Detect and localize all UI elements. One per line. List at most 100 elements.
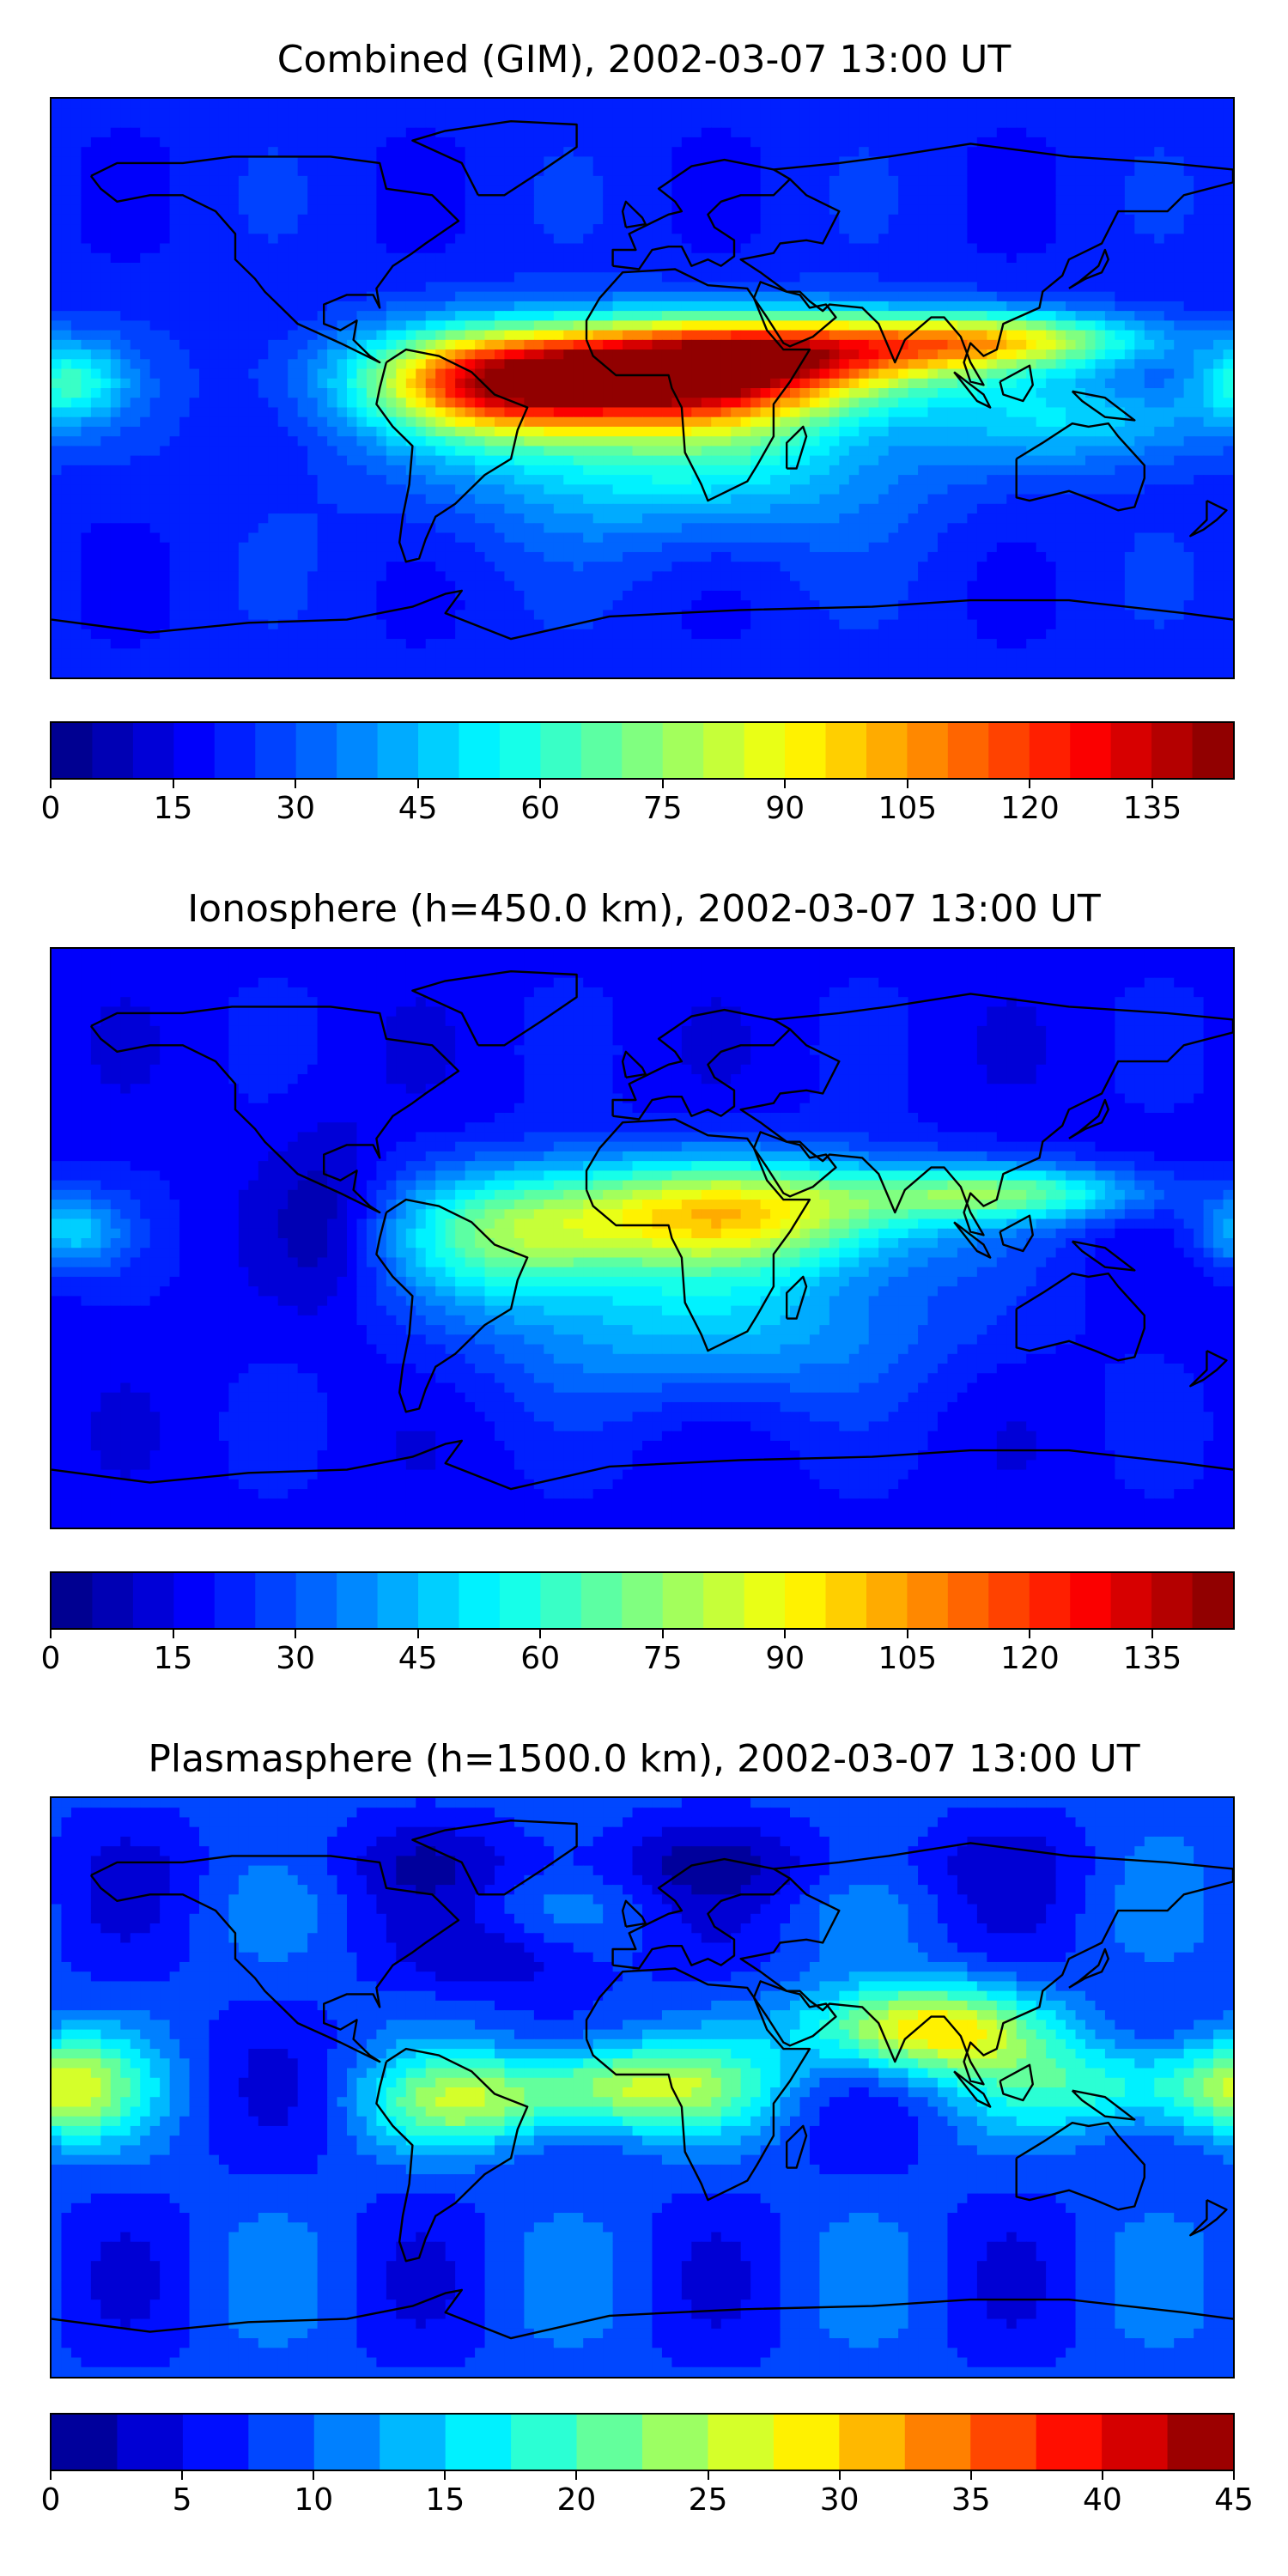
map-canvas <box>52 99 1233 677</box>
colorbar-tick-label: 10 <box>294 2485 333 2516</box>
coastline <box>739 993 1233 1236</box>
colorbar-swatch <box>970 2415 1037 2470</box>
coastline <box>1068 248 1110 289</box>
colorbar-swatch <box>337 1573 379 1628</box>
colorbar-tick <box>1151 1628 1153 1638</box>
coastlines <box>52 970 1233 1491</box>
coastline <box>953 371 992 409</box>
coastline <box>411 970 578 1047</box>
colorbar-swatch <box>622 723 664 778</box>
map-canvas <box>52 1798 1233 2377</box>
colorbar-swatch <box>744 723 786 778</box>
colorbar-swatch <box>255 723 297 778</box>
colorbar-swatch <box>947 723 989 778</box>
colorbar-swatches <box>52 1573 1233 1628</box>
colorbar-tick-label: 45 <box>1214 2485 1254 2516</box>
colorbar-swatch <box>182 2415 249 2470</box>
colorbar-swatch <box>1151 723 1194 778</box>
coastline <box>999 1214 1035 1253</box>
colorbar-swatch <box>1070 1573 1112 1628</box>
coastline <box>89 155 460 364</box>
colorbar-swatch <box>499 723 541 778</box>
colorbar-swatch <box>773 2415 840 2470</box>
colorbar-tick-label: 120 <box>1000 1643 1060 1674</box>
colorbar-swatch <box>377 723 419 778</box>
colorbar-ionosphere <box>50 1571 1235 1630</box>
map-ionosphere <box>50 947 1235 1529</box>
colorbar-tick-label: 0 <box>41 1643 61 1674</box>
coastline <box>1189 500 1228 538</box>
colorbar-tick <box>784 778 787 788</box>
colorbar-tick <box>906 778 908 788</box>
colorbar-swatch <box>459 723 501 778</box>
colorbar-tick-label: 135 <box>1123 1643 1182 1674</box>
colorbar-swatch <box>313 2415 380 2470</box>
coastline <box>621 1050 647 1078</box>
colorbar-swatch <box>580 1573 623 1628</box>
colorbar-swatch <box>622 1573 664 1628</box>
colorbar-tick <box>295 1628 297 1638</box>
coastline <box>375 348 529 563</box>
colorbar-tick <box>181 2470 184 2480</box>
colorbar-swatch <box>255 1573 297 1628</box>
coastline <box>52 1439 1233 1491</box>
colorbar-tick <box>313 2470 315 2480</box>
colorbar-tick-label: 75 <box>643 1643 683 1674</box>
coastline <box>752 1980 837 2047</box>
colorbar-tick-label: 90 <box>765 1643 805 1674</box>
colorbar-tick-label: 15 <box>154 793 193 824</box>
colorbar-tick <box>295 778 297 788</box>
coastline <box>375 2047 529 2263</box>
colorbar-ticks: 0 15 30 45 60 75 90 105 120 135 <box>41 778 1235 829</box>
colorbar-swatch <box>662 723 704 778</box>
coastline <box>1015 1273 1146 1362</box>
coastline <box>621 200 647 228</box>
colorbar-tick <box>539 778 542 788</box>
coastline <box>786 2124 808 2169</box>
colorbar-swatch <box>52 2415 118 2470</box>
coastline <box>999 2063 1035 2102</box>
colorbar-tick <box>906 1628 908 1638</box>
coastline <box>621 1899 647 1928</box>
coastline <box>52 589 1233 641</box>
map-combined <box>50 97 1235 679</box>
colorbar-swatch <box>1102 2415 1169 2470</box>
coastline <box>1068 1098 1110 1139</box>
colorbar-swatch <box>866 723 908 778</box>
colorbar-swatch <box>1167 2415 1233 2470</box>
colorbar-tick-label: 60 <box>520 1643 560 1674</box>
colorbar-tick <box>416 1628 419 1638</box>
colorbar-swatch <box>418 1573 460 1628</box>
colorbar-swatch <box>580 723 623 778</box>
coastline <box>585 1118 811 1352</box>
coastline <box>953 2070 992 2108</box>
colorbar-tick-label: 30 <box>276 793 315 824</box>
colorbar-swatch <box>1036 2415 1103 2470</box>
colorbar-swatch <box>173 723 216 778</box>
coastline <box>611 1008 792 1121</box>
colorbar-tick <box>1029 778 1031 788</box>
coastline <box>375 1198 529 1413</box>
colorbar-swatch <box>703 723 745 778</box>
colorbar-tick-label: 0 <box>41 793 61 824</box>
colorbar-swatch <box>1029 1573 1071 1628</box>
field-cells <box>52 1798 1233 2377</box>
coastline <box>739 143 1233 386</box>
colorbar-swatch <box>785 723 827 778</box>
colorbar-swatch <box>825 723 867 778</box>
coastline <box>1015 422 1146 512</box>
colorbar-swatch <box>703 1573 745 1628</box>
colorbar-swatch <box>214 1573 256 1628</box>
colorbar-ticks: 0 5 10 15 20 25 30 35 40 45 <box>41 2470 1254 2521</box>
coastline <box>1068 1947 1110 1989</box>
coastline <box>611 158 792 270</box>
coastline <box>411 1820 578 1896</box>
colorbar-swatch <box>248 2415 315 2470</box>
colorbar-swatch <box>1110 723 1152 778</box>
colorbar-swatch <box>540 1573 582 1628</box>
colorbar-tick <box>50 1628 52 1638</box>
colorbar-tick-label: 15 <box>154 1643 193 1674</box>
colorbar-swatch <box>1110 1573 1152 1628</box>
colorbar-tick <box>416 778 419 788</box>
colorbar-swatch <box>380 2415 447 2470</box>
